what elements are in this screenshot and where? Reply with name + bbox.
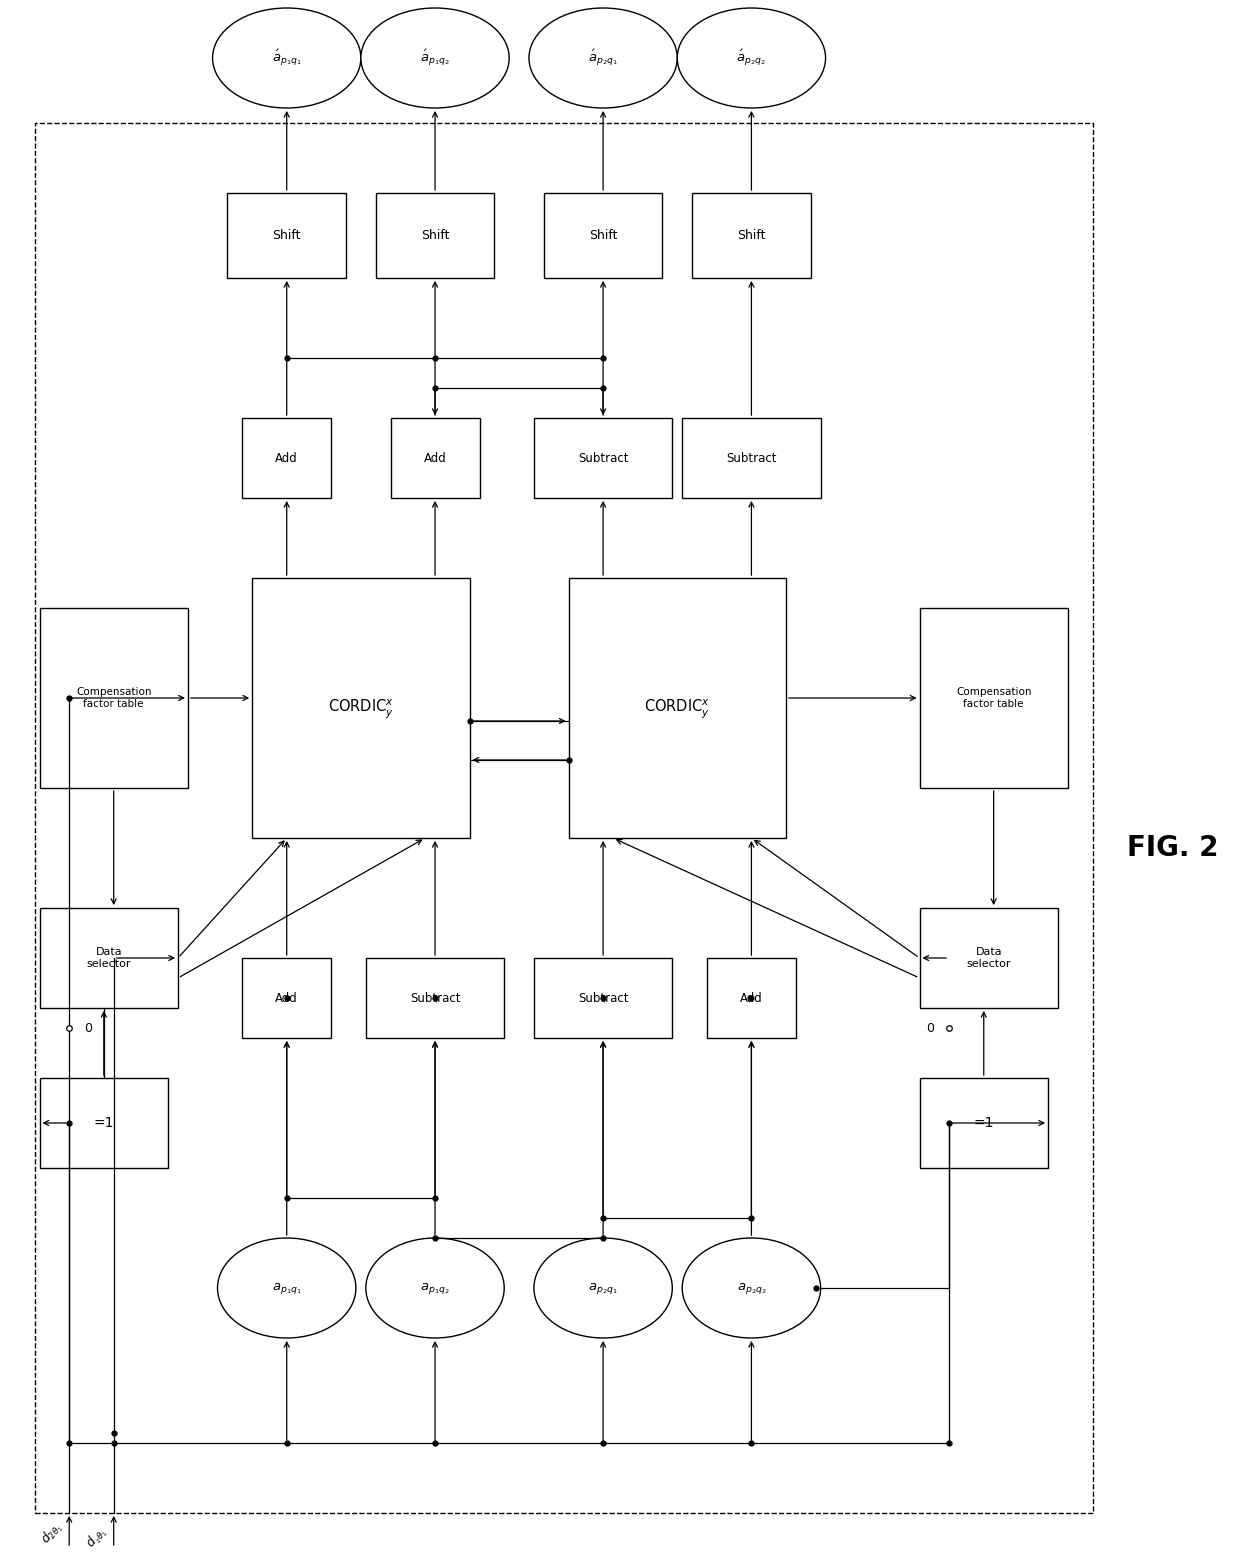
- Text: $a_{p_1q_2}$: $a_{p_1q_2}$: [420, 1281, 450, 1295]
- FancyBboxPatch shape: [692, 193, 811, 278]
- Ellipse shape: [534, 1239, 672, 1338]
- FancyBboxPatch shape: [40, 908, 179, 1008]
- FancyBboxPatch shape: [534, 958, 672, 1038]
- FancyBboxPatch shape: [707, 958, 796, 1038]
- FancyBboxPatch shape: [242, 419, 331, 499]
- FancyBboxPatch shape: [252, 579, 470, 837]
- Text: Add: Add: [275, 452, 298, 464]
- Ellipse shape: [212, 8, 361, 108]
- Text: Add: Add: [740, 991, 763, 1005]
- FancyBboxPatch shape: [227, 193, 346, 278]
- FancyBboxPatch shape: [682, 419, 821, 499]
- FancyBboxPatch shape: [366, 958, 505, 1038]
- Text: FIG. 2: FIG. 2: [1127, 834, 1219, 862]
- Text: $a_{p_2q_2}$: $a_{p_2q_2}$: [737, 1281, 766, 1295]
- Text: CORDIC$^x_y$: CORDIC$^x_y$: [645, 696, 711, 720]
- Text: $\acute{a}_{p_1q_1}$: $\acute{a}_{p_1q_1}$: [272, 49, 301, 67]
- Text: Compensation
factor table: Compensation factor table: [76, 687, 151, 709]
- Text: Add: Add: [424, 452, 446, 464]
- Text: $a_{p_1q_1}$: $a_{p_1q_1}$: [272, 1281, 301, 1295]
- FancyBboxPatch shape: [40, 608, 187, 789]
- Ellipse shape: [366, 1239, 505, 1338]
- Text: $\acute{a}_{p_2q_2}$: $\acute{a}_{p_2q_2}$: [737, 49, 766, 67]
- FancyBboxPatch shape: [920, 1079, 1048, 1168]
- Text: Subtract: Subtract: [578, 452, 629, 464]
- FancyBboxPatch shape: [920, 908, 1058, 1008]
- Text: $\acute{a}_{p_1q_2}$: $\acute{a}_{p_1q_2}$: [420, 49, 450, 67]
- Text: Shift: Shift: [273, 229, 301, 241]
- Ellipse shape: [217, 1239, 356, 1338]
- FancyBboxPatch shape: [376, 193, 495, 278]
- Text: CORDIC$^x_y$: CORDIC$^x_y$: [327, 696, 394, 720]
- FancyBboxPatch shape: [534, 419, 672, 499]
- Text: Subtract: Subtract: [409, 991, 460, 1005]
- Text: $d_{_{2}\theta_1}$: $d_{_{2}\theta_1}$: [83, 1524, 110, 1552]
- Text: $\acute{a}_{p_2q_1}$: $\acute{a}_{p_2q_1}$: [588, 49, 618, 67]
- FancyBboxPatch shape: [40, 1079, 169, 1168]
- FancyBboxPatch shape: [568, 579, 786, 837]
- Text: Data
selector: Data selector: [966, 947, 1011, 969]
- Text: $a_{p_2q_1}$: $a_{p_2q_1}$: [588, 1281, 618, 1295]
- Text: 0: 0: [926, 1021, 934, 1035]
- Text: Subtract: Subtract: [727, 452, 776, 464]
- Text: 0: 0: [84, 1021, 92, 1035]
- Text: =1: =1: [973, 1116, 994, 1131]
- Text: Shift: Shift: [420, 229, 449, 241]
- FancyBboxPatch shape: [391, 419, 480, 499]
- Text: Subtract: Subtract: [578, 991, 629, 1005]
- Text: Compensation
factor table: Compensation factor table: [956, 687, 1032, 709]
- FancyBboxPatch shape: [544, 193, 662, 278]
- FancyBboxPatch shape: [35, 122, 1092, 1513]
- Ellipse shape: [361, 8, 510, 108]
- Text: Shift: Shift: [589, 229, 618, 241]
- Text: =1: =1: [93, 1116, 114, 1131]
- Ellipse shape: [682, 1239, 821, 1338]
- Text: Add: Add: [275, 991, 298, 1005]
- Text: $d_{2\theta_1}$: $d_{2\theta_1}$: [37, 1518, 66, 1548]
- Text: Data
selector: Data selector: [87, 947, 131, 969]
- Ellipse shape: [529, 8, 677, 108]
- FancyBboxPatch shape: [242, 958, 331, 1038]
- Ellipse shape: [677, 8, 826, 108]
- Text: Shift: Shift: [737, 229, 765, 241]
- FancyBboxPatch shape: [920, 608, 1068, 789]
